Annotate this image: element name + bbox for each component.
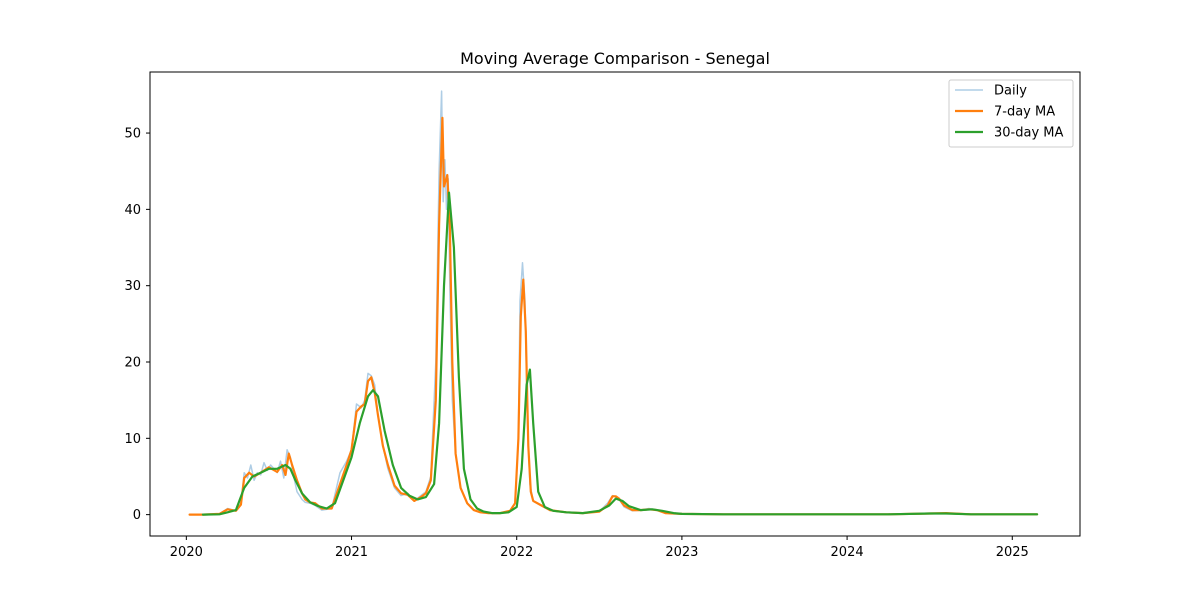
legend-box <box>948 79 1074 148</box>
y-axis: 0 10 20 30 40 50 <box>124 127 150 523</box>
series-line-30-day-ma <box>201 191 1039 516</box>
series-lines <box>188 90 1039 516</box>
y-tick-label: 10 <box>124 432 141 447</box>
series-line-7-day-ma <box>188 116 1039 516</box>
x-tick-label: 2021 <box>335 545 368 560</box>
chart-title: Moving Average Comparison - Senegal <box>460 49 770 68</box>
x-axis: 2020 2021 2022 2023 2024 2025 <box>170 536 1029 560</box>
plot-area <box>150 72 1080 536</box>
y-tick-label: 20 <box>124 356 141 371</box>
y-tick-label: 30 <box>124 279 141 294</box>
y-tick-label: 0 <box>133 508 141 523</box>
x-tick-label: 2025 <box>996 545 1029 560</box>
legend-label-daily: Daily <box>994 84 1027 99</box>
legend-label-30-day-ma: 30-day MA <box>994 126 1063 141</box>
x-tick-label: 2020 <box>170 545 203 560</box>
y-tick-label: 50 <box>124 127 141 142</box>
y-tick-label: 40 <box>124 203 141 218</box>
x-tick-label: 2022 <box>500 545 533 560</box>
x-tick-label: 2024 <box>831 545 864 560</box>
plot-frame <box>149 71 1081 537</box>
legend: Daily 7-day MA 30-day MA <box>948 79 1074 148</box>
x-tick-label: 2023 <box>665 545 698 560</box>
legend-label-7-day-ma: 7-day MA <box>994 105 1055 120</box>
